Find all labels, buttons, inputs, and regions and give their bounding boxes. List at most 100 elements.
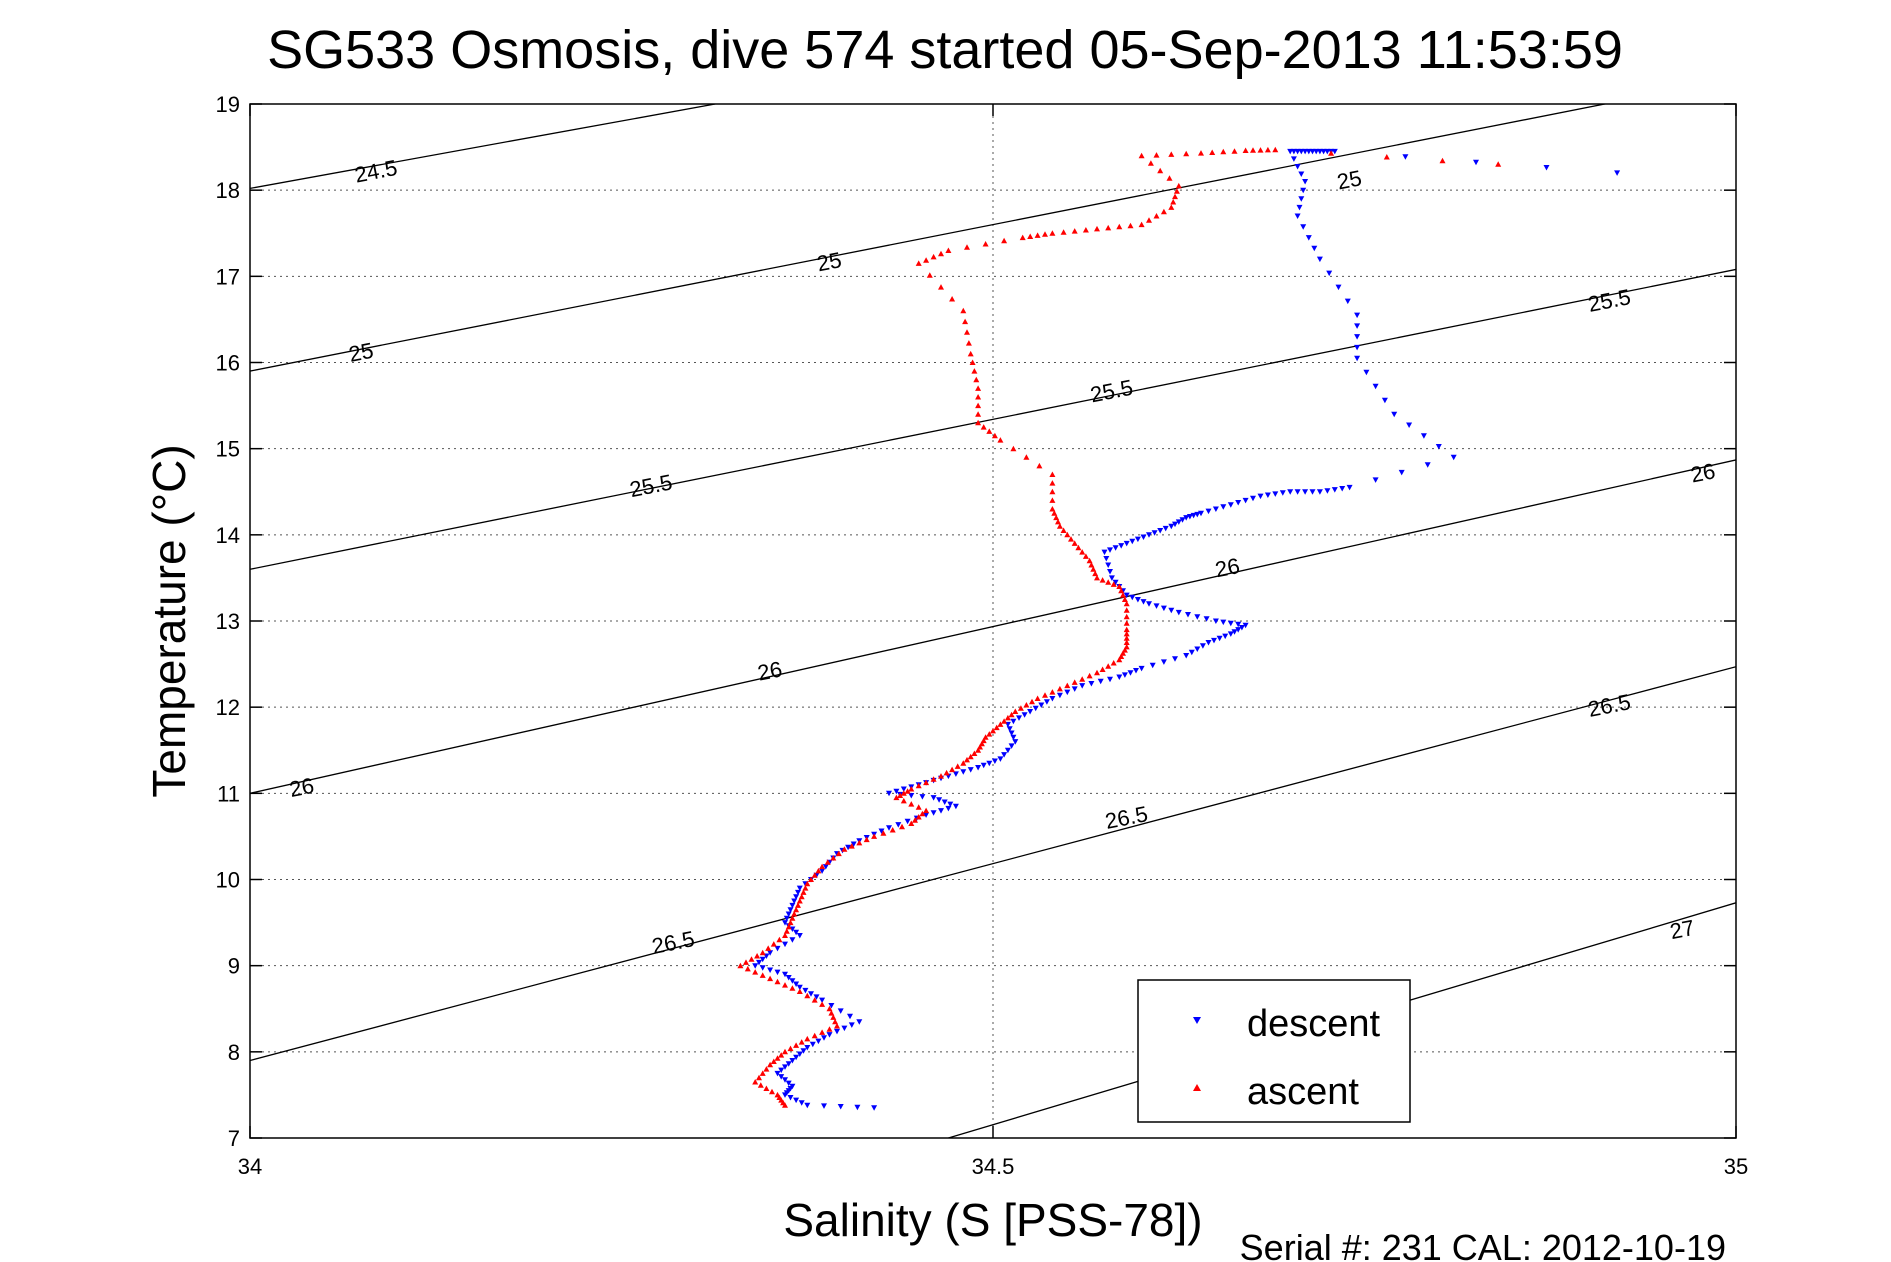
x-axis-label: Salinity (S [PSS-78]) — [783, 1194, 1202, 1246]
descent-point — [774, 969, 781, 976]
ascent-point — [949, 766, 956, 773]
ascent-point — [1053, 514, 1060, 521]
ascent-point — [819, 1001, 826, 1007]
ascent-point — [923, 779, 930, 786]
descent-point — [1300, 224, 1307, 230]
ascent-point — [1118, 587, 1125, 594]
descent-point — [1212, 506, 1219, 512]
descent-point — [809, 1041, 816, 1048]
ascent-point — [856, 839, 863, 846]
descent-point — [1001, 752, 1008, 758]
ascent-point — [1138, 221, 1145, 228]
ascent-point — [1082, 553, 1089, 559]
descent-point — [1311, 245, 1318, 252]
ascent-point — [1049, 480, 1056, 486]
legend-ascent-label: ascent — [1247, 1071, 1359, 1113]
ascent-point — [964, 329, 970, 335]
descent-point — [793, 1097, 800, 1104]
ascent-point — [982, 241, 989, 247]
descent-point — [886, 790, 892, 797]
ascent-point — [774, 1055, 781, 1061]
ascent-point — [785, 923, 792, 930]
ascent-point — [1123, 626, 1130, 633]
ascent-point — [1092, 570, 1099, 577]
ascent-point — [975, 394, 982, 400]
descent-point — [1146, 532, 1152, 538]
ascent-point — [841, 846, 848, 852]
descent-point — [796, 885, 803, 892]
ascent-point — [1172, 193, 1178, 200]
ascent-point — [1008, 711, 1015, 718]
descent-point — [821, 1103, 827, 1109]
ascent-point — [811, 872, 818, 878]
ascent-point — [949, 296, 956, 302]
ascent-point — [908, 801, 915, 807]
descent-point — [1287, 148, 1294, 155]
ascent-point — [1075, 544, 1082, 551]
descent-point — [774, 1070, 781, 1077]
ascent-point — [1328, 150, 1335, 156]
descent-point — [1614, 170, 1621, 176]
ascent-point — [756, 1074, 762, 1081]
descent-point — [1242, 622, 1249, 629]
ascent-point — [1071, 540, 1078, 546]
series-descent — [752, 148, 1621, 1111]
isopycnal-label: 26 — [287, 773, 316, 802]
ascent-point — [1105, 579, 1112, 585]
descent-point — [1294, 164, 1301, 170]
ascent-point — [1183, 150, 1190, 157]
descent-point — [1032, 705, 1039, 712]
descent-point — [791, 898, 798, 904]
descent-point — [919, 794, 926, 800]
ascent-point — [1160, 208, 1167, 215]
descent-point — [1079, 683, 1086, 689]
ascent-point — [1116, 656, 1123, 663]
ascent-point — [1123, 613, 1130, 620]
ascent-point — [990, 727, 996, 734]
descent-point — [1222, 633, 1229, 640]
descent-point — [837, 1104, 844, 1110]
grid-lines — [249, 103, 1737, 1139]
ascent-point — [1173, 188, 1180, 194]
descent-point — [1316, 256, 1323, 263]
y-tick-label: 15 — [216, 437, 240, 462]
descent-point — [834, 1028, 840, 1035]
ascent-point — [975, 747, 982, 753]
descent-point — [1056, 692, 1063, 699]
descent-point — [789, 1058, 796, 1064]
ascent-point — [800, 889, 807, 895]
ascent-point — [1060, 229, 1067, 235]
ascent-point — [1019, 234, 1026, 241]
ascent-point — [1110, 660, 1117, 666]
ascent-point — [1383, 154, 1390, 160]
ascent-point — [787, 919, 794, 926]
isopycnal-label: 25 — [347, 338, 376, 367]
descent-point — [1134, 597, 1141, 603]
y-tick-label: 19 — [216, 92, 240, 117]
ascent-point — [965, 340, 972, 346]
ascent-point — [765, 945, 772, 951]
descent-point — [1172, 521, 1178, 528]
x-axis-ticks: 34 34.5 35 — [238, 104, 1748, 1179]
ascent-point — [1495, 161, 1502, 167]
descent-point — [804, 1102, 811, 1109]
ascent-point — [770, 1058, 777, 1064]
descent-point — [871, 1105, 878, 1111]
ascent-point — [835, 850, 842, 857]
descent-point — [1064, 689, 1071, 696]
ascent-point — [1049, 497, 1056, 503]
descent-point — [787, 907, 794, 913]
descent-point — [960, 769, 967, 775]
descent-point — [1279, 490, 1286, 496]
ascent-point — [748, 956, 755, 962]
descent-point — [1363, 369, 1370, 376]
descent-point — [1242, 497, 1249, 504]
descent-point — [1004, 747, 1011, 754]
isopycnal-label: 26 — [755, 656, 784, 685]
ascent-point — [759, 972, 766, 978]
descent-point — [1121, 672, 1128, 678]
ascent-point — [789, 985, 796, 991]
ascent-point — [743, 959, 749, 965]
ascent-point — [975, 419, 982, 426]
descent-point — [1153, 603, 1160, 609]
